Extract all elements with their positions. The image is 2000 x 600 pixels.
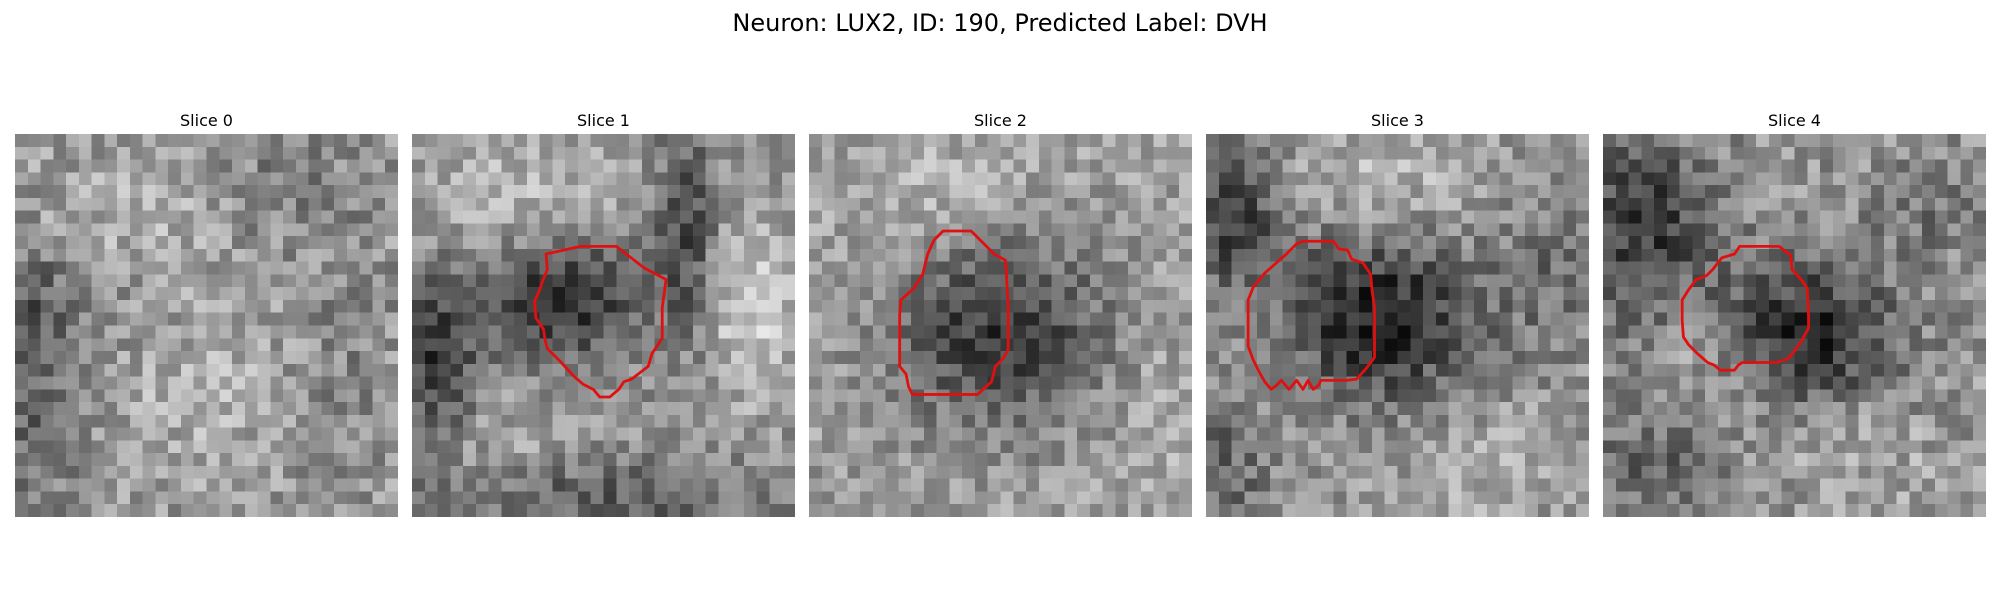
cell-outline (533, 244, 668, 399)
slice-image (15, 134, 398, 517)
figure-title: Neuron: LUX2, ID: 190, Predicted Label: … (732, 9, 1268, 37)
slice-image (412, 134, 795, 517)
slice-title: Slice 0 (180, 111, 233, 130)
cell-outline (1246, 239, 1376, 391)
cell-outline (898, 229, 1010, 396)
slice-panel-3: Slice 3 (1206, 108, 1589, 517)
slice-title: Slice 3 (1371, 111, 1424, 130)
slice-image (1206, 134, 1589, 517)
slice-panel-2: Slice 2 (809, 108, 1192, 517)
slice-image (1603, 134, 1986, 517)
slice-title: Slice 2 (974, 111, 1027, 130)
slice-title: Slice 4 (1768, 111, 1821, 130)
slice-panel-4: Slice 4 (1603, 108, 1986, 517)
slice-panel-0: Slice 0 (15, 108, 398, 517)
slice-panel-1: Slice 1 (412, 108, 795, 517)
slice-image (809, 134, 1192, 517)
slice-title: Slice 1 (577, 111, 630, 130)
cell-outline (1680, 244, 1810, 372)
